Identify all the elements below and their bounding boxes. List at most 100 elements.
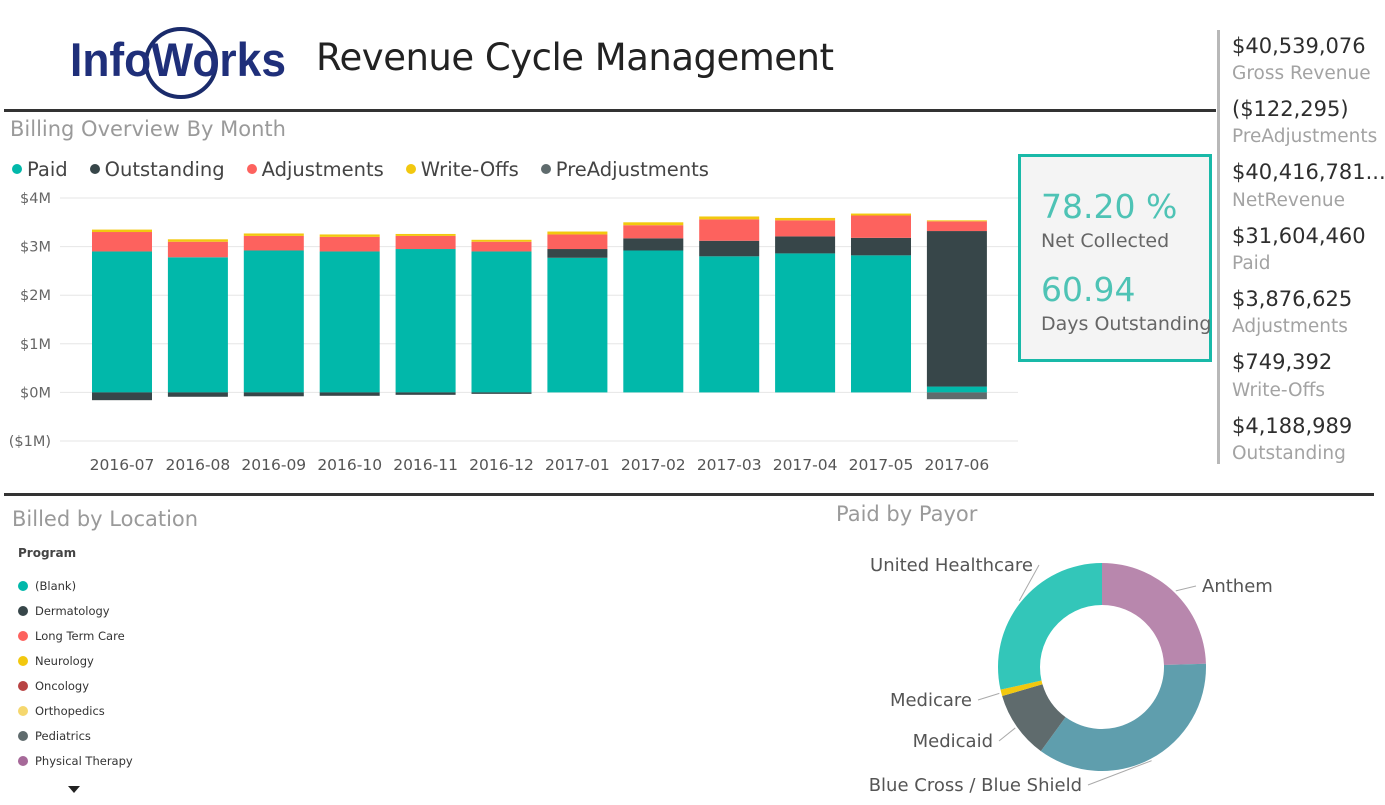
bar-adjustments-2016-07[interactable] xyxy=(92,232,152,252)
program-label: Physical Therapy xyxy=(35,754,133,768)
program-dot xyxy=(18,656,28,666)
bar-write-offs-2016-10[interactable] xyxy=(319,234,380,237)
bar-paid-2017-04[interactable] xyxy=(775,253,836,393)
program-item[interactable]: (Blank) xyxy=(18,578,76,594)
bar-outstanding-2016-08[interactable] xyxy=(167,392,228,397)
program-item[interactable]: Physical Therapy xyxy=(18,753,133,769)
bar-outstanding-2017-02[interactable] xyxy=(623,238,684,251)
bar-adjustments-2017-05[interactable] xyxy=(851,215,911,238)
bar-adjustments-2017-06[interactable] xyxy=(926,221,987,232)
bar-adjustments-2016-08[interactable] xyxy=(167,241,228,258)
bar-adjustments-2016-09[interactable] xyxy=(243,235,304,251)
bar-write-offs-2016-07[interactable] xyxy=(92,229,152,233)
bar-outstanding-2016-12[interactable] xyxy=(471,392,532,394)
billing-overview-title: Billing Overview By Month xyxy=(10,117,286,141)
bar-write-offs-2016-08[interactable] xyxy=(167,239,228,242)
program-label: Pediatrics xyxy=(35,729,91,743)
x-tick-label: 2016-12 xyxy=(469,456,534,474)
bar-paid-2016-10[interactable] xyxy=(319,251,380,393)
bar-write-offs-2016-12[interactable] xyxy=(471,239,532,242)
bar-paid-2016-12[interactable] xyxy=(471,251,532,393)
program-item[interactable]: Orthopedics xyxy=(18,703,105,719)
x-tick-label: 2016-11 xyxy=(393,456,458,474)
bar-paid-2016-07[interactable] xyxy=(92,251,152,393)
bar-outstanding-2016-10[interactable] xyxy=(319,392,380,396)
legend-item-paid[interactable]: Paid xyxy=(12,158,68,181)
legend-label: PreAdjustments xyxy=(555,157,709,181)
infoworks-logo: InfoWorks xyxy=(70,27,286,99)
bar-adjustments-2017-04[interactable] xyxy=(775,220,836,237)
bar-adjustments-2016-11[interactable] xyxy=(395,235,456,250)
bar-adjustments-2017-02[interactable] xyxy=(623,225,684,239)
billing-bar-chart: $4M $3M $2M $1M $0M ($1M) 2016-07 2016-08 2016-0… xyxy=(9,191,1018,474)
adjustments-label: Adjustments xyxy=(1232,316,1348,337)
x-tick-label: 2017-05 xyxy=(849,456,914,474)
adjustments-value: $3,876,625 xyxy=(1232,287,1353,311)
scroll-down-icon[interactable] xyxy=(68,786,80,793)
program-dot xyxy=(18,606,28,616)
bar-preadjustments-2017-06[interactable] xyxy=(926,392,987,400)
bar-outstanding-2016-07[interactable] xyxy=(92,392,152,401)
bar-adjustments-2016-10[interactable] xyxy=(319,236,380,252)
bar-paid-2017-02[interactable] xyxy=(623,250,684,393)
bar-write-offs-2017-03[interactable] xyxy=(699,216,760,220)
donut-slice-blue-cross-blue-shield[interactable] xyxy=(1040,663,1206,771)
bar-write-offs-2017-02[interactable] xyxy=(623,222,684,226)
bar-write-offs-2017-05[interactable] xyxy=(851,213,911,216)
bar-adjustments-2017-01[interactable] xyxy=(547,234,608,250)
bar-outstanding-2016-09[interactable] xyxy=(243,392,304,397)
bar-outstanding-2017-04[interactable] xyxy=(775,236,836,254)
bar-adjustments-2016-12[interactable] xyxy=(471,241,532,252)
bar-paid-2016-09[interactable] xyxy=(243,250,304,393)
bar-outstanding-2017-06[interactable] xyxy=(926,231,987,387)
bar-write-offs-2017-04[interactable] xyxy=(775,217,836,221)
bar-outstanding-2017-05[interactable] xyxy=(851,237,911,256)
outstanding-label: Outstanding xyxy=(1232,443,1346,464)
bar-write-offs-2017-06[interactable] xyxy=(926,220,987,222)
bar-write-offs-2016-11[interactable] xyxy=(395,233,456,236)
gross-revenue-value: $40,539,076 xyxy=(1232,34,1366,58)
bar-write-offs-2017-01[interactable] xyxy=(547,231,608,235)
bar-write-offs-2016-09[interactable] xyxy=(243,233,304,236)
program-item[interactable]: Neurology xyxy=(18,653,94,669)
legend-item-write-offs[interactable]: Write-Offs xyxy=(405,157,519,181)
donut-label: United Healthcare xyxy=(870,555,1033,576)
bar-paid-2017-03[interactable] xyxy=(699,256,760,393)
donut-slice-medicare[interactable] xyxy=(1000,680,1043,697)
write-offs-label: Write-Offs xyxy=(1232,380,1325,401)
program-item[interactable]: Pediatrics xyxy=(18,728,91,744)
program-item[interactable]: Dermatology xyxy=(18,603,110,619)
leader-line xyxy=(998,727,1016,742)
bar-paid-2017-01[interactable] xyxy=(547,257,608,393)
legend-item-adjustments[interactable]: Adjustments xyxy=(246,157,384,181)
bar-paid-2016-11[interactable] xyxy=(395,249,456,393)
y-tick-label: $3M xyxy=(20,240,51,256)
stats-divider xyxy=(1217,30,1220,464)
bar-outstanding-2016-11[interactable] xyxy=(395,392,456,395)
net-collected-label: Net Collected xyxy=(1041,230,1170,252)
legend-label: Write-Offs xyxy=(420,157,519,181)
net-collected-value: 78.20 % xyxy=(1041,187,1178,226)
legend-item-outstanding[interactable]: Outstanding xyxy=(89,158,225,181)
bar-outstanding-2017-03[interactable] xyxy=(699,240,760,257)
bar-paid-2016-08[interactable] xyxy=(167,257,228,393)
bar-paid-2017-06[interactable] xyxy=(926,386,987,393)
program-item[interactable]: Long Term Care xyxy=(18,628,125,644)
donut-slice-united-healthcare[interactable] xyxy=(998,563,1102,690)
paid-by-payor-title: Paid by Payor xyxy=(836,502,978,526)
program-label: Neurology xyxy=(35,654,94,668)
donut-label: Medicare xyxy=(890,690,972,711)
legend-label: Adjustments xyxy=(261,157,384,181)
program-item[interactable]: Oncology xyxy=(18,678,89,694)
leader-line xyxy=(977,692,1000,701)
donut-slice-anthem[interactable] xyxy=(1102,563,1206,666)
bar-paid-2017-05[interactable] xyxy=(851,255,911,393)
legend-dot xyxy=(12,164,22,174)
bar-outstanding-2017-01[interactable] xyxy=(547,249,608,258)
bar-adjustments-2017-03[interactable] xyxy=(699,219,760,241)
program-dot xyxy=(18,581,28,591)
legend-item-preadjustments[interactable]: PreAdjustments xyxy=(540,157,709,181)
program-dot xyxy=(18,731,28,741)
x-tick-label: 2017-03 xyxy=(697,456,762,474)
donut-slice-medicaid[interactable] xyxy=(1002,684,1066,752)
